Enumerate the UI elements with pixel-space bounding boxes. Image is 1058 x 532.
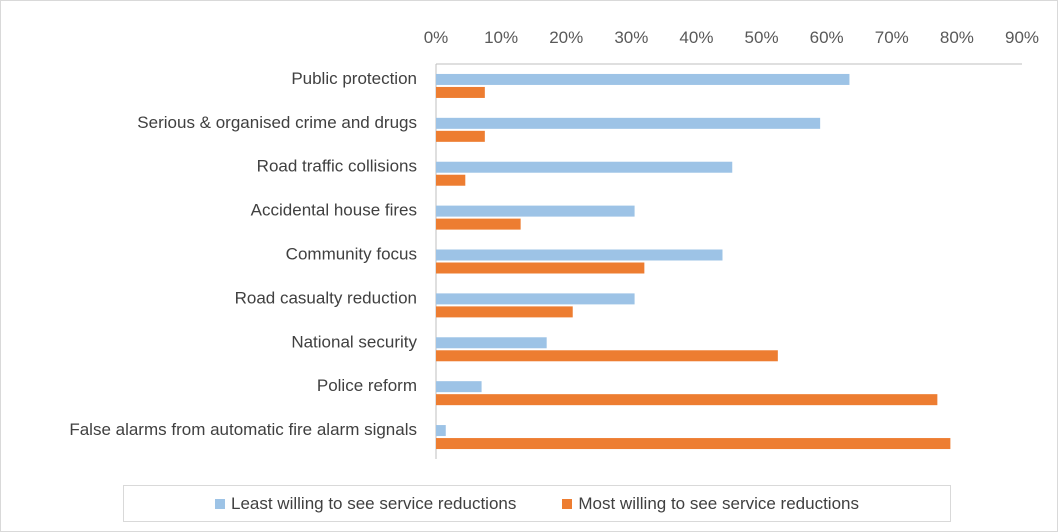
bar-most-willing — [436, 394, 938, 406]
bar-most-willing — [436, 174, 466, 186]
legend: Least willing to see service reductions … — [123, 485, 951, 522]
legend-item-most-willing: Most willing to see service reductions — [562, 494, 859, 514]
legend-swatch-most-willing — [562, 498, 573, 509]
bar-least-willing — [436, 117, 821, 129]
category-label: Road casualty reduction — [235, 288, 417, 307]
bar-most-willing — [436, 130, 485, 142]
bars — [436, 73, 951, 450]
category-labels: Public protection Serious & organised cri… — [69, 69, 417, 439]
x-tick-label: 40% — [679, 28, 713, 47]
legend-label-most-willing: Most willing to see service reductions — [578, 493, 859, 513]
x-tick-label: 0% — [424, 28, 449, 47]
bar-least-willing — [436, 337, 547, 349]
x-tick-label: 30% — [614, 28, 648, 47]
bar-least-willing — [436, 293, 635, 305]
bar-least-willing — [436, 73, 850, 85]
category-label: Public protection — [291, 69, 417, 88]
legend-label-least-willing: Least willing to see service reductions — [231, 493, 517, 513]
category-label: Serious & organised crime and drugs — [137, 113, 417, 132]
bar-least-willing — [436, 205, 635, 217]
bar-least-willing — [436, 249, 723, 261]
x-tick-label: 50% — [745, 28, 779, 47]
category-label: Road traffic collisions — [257, 157, 417, 176]
bar-most-willing — [436, 438, 951, 450]
category-label: Police reform — [317, 376, 417, 395]
bar-most-willing — [436, 262, 645, 274]
x-tick-label: 70% — [875, 28, 909, 47]
bar-most-willing — [436, 86, 485, 98]
category-label: False alarms from automatic fire alarm s… — [69, 420, 417, 439]
bar-most-willing — [436, 350, 778, 362]
bar-most-willing — [436, 218, 521, 230]
x-tick-label: 20% — [549, 28, 583, 47]
x-tick-label: 90% — [1005, 28, 1039, 47]
category-label: National security — [291, 332, 417, 351]
category-label: Accidental house fires — [251, 201, 417, 220]
x-tick-label: 80% — [940, 28, 974, 47]
x-tick-label: 60% — [810, 28, 844, 47]
bar-most-willing — [436, 306, 573, 318]
legend-item-least-willing: Least willing to see service reductions — [215, 494, 516, 514]
bar-least-willing — [436, 161, 733, 173]
bar-least-willing — [436, 381, 482, 393]
x-axis-tick-labels: 0% 10% 20% 30% 40% 50% 60% 70% 80% 90% — [424, 28, 1039, 47]
x-tick-label: 10% — [484, 28, 518, 47]
category-label: Community focus — [286, 245, 417, 264]
bar-least-willing — [436, 425, 446, 437]
legend-swatch-least-willing — [215, 498, 225, 509]
